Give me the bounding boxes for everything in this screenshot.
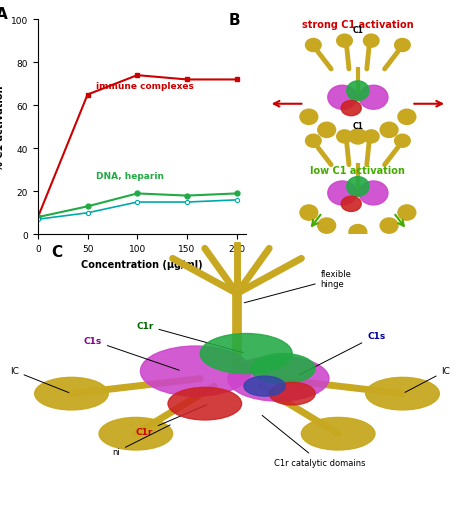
Ellipse shape bbox=[341, 102, 361, 117]
Text: C1r catalytic domains: C1r catalytic domains bbox=[262, 416, 365, 467]
Text: DNA, heparin: DNA, heparin bbox=[96, 172, 164, 181]
Text: C1s: C1s bbox=[84, 336, 179, 371]
Ellipse shape bbox=[359, 182, 388, 206]
Ellipse shape bbox=[140, 346, 251, 396]
Ellipse shape bbox=[337, 131, 352, 143]
Text: C1r: C1r bbox=[136, 321, 244, 353]
Ellipse shape bbox=[395, 39, 410, 53]
Text: C1: C1 bbox=[353, 26, 363, 35]
Text: C1r: C1r bbox=[136, 405, 207, 436]
Ellipse shape bbox=[244, 376, 285, 396]
Y-axis label: % C1 activation: % C1 activation bbox=[0, 85, 5, 170]
Ellipse shape bbox=[346, 82, 369, 102]
Ellipse shape bbox=[306, 135, 321, 148]
Ellipse shape bbox=[364, 131, 379, 143]
Ellipse shape bbox=[318, 123, 336, 138]
Text: C1: C1 bbox=[353, 122, 363, 131]
Ellipse shape bbox=[346, 177, 369, 197]
Text: strong C1 activation: strong C1 activation bbox=[302, 20, 414, 30]
Text: immune complexes: immune complexes bbox=[96, 82, 193, 91]
Text: C: C bbox=[51, 245, 62, 260]
Text: A: A bbox=[0, 7, 8, 22]
Ellipse shape bbox=[301, 418, 375, 450]
Ellipse shape bbox=[380, 123, 398, 138]
Ellipse shape bbox=[328, 86, 357, 110]
Ellipse shape bbox=[398, 206, 416, 221]
Ellipse shape bbox=[251, 354, 315, 384]
Ellipse shape bbox=[318, 219, 336, 234]
Ellipse shape bbox=[366, 378, 439, 410]
Ellipse shape bbox=[328, 182, 357, 206]
Ellipse shape bbox=[99, 418, 173, 450]
Ellipse shape bbox=[228, 357, 329, 401]
Text: C1s: C1s bbox=[299, 331, 385, 375]
Ellipse shape bbox=[269, 383, 315, 405]
Text: IC: IC bbox=[405, 367, 450, 392]
Ellipse shape bbox=[398, 110, 416, 125]
Ellipse shape bbox=[395, 135, 410, 148]
Ellipse shape bbox=[306, 39, 321, 53]
Text: B: B bbox=[228, 13, 240, 28]
Ellipse shape bbox=[168, 388, 242, 420]
Ellipse shape bbox=[300, 206, 318, 221]
Ellipse shape bbox=[349, 225, 367, 240]
Text: flexible
hinge: flexible hinge bbox=[244, 269, 352, 303]
Ellipse shape bbox=[300, 110, 318, 125]
X-axis label: Concentration (μg/ml): Concentration (μg/ml) bbox=[82, 259, 203, 269]
Ellipse shape bbox=[349, 129, 367, 145]
Ellipse shape bbox=[35, 378, 108, 410]
Text: IC: IC bbox=[10, 367, 69, 393]
Ellipse shape bbox=[380, 219, 398, 234]
Text: low C1 activation: low C1 activation bbox=[310, 165, 405, 175]
Ellipse shape bbox=[359, 86, 388, 110]
Text: ni: ni bbox=[112, 425, 170, 457]
Ellipse shape bbox=[364, 35, 379, 48]
Ellipse shape bbox=[200, 334, 292, 374]
Ellipse shape bbox=[337, 35, 352, 48]
Ellipse shape bbox=[341, 197, 361, 212]
